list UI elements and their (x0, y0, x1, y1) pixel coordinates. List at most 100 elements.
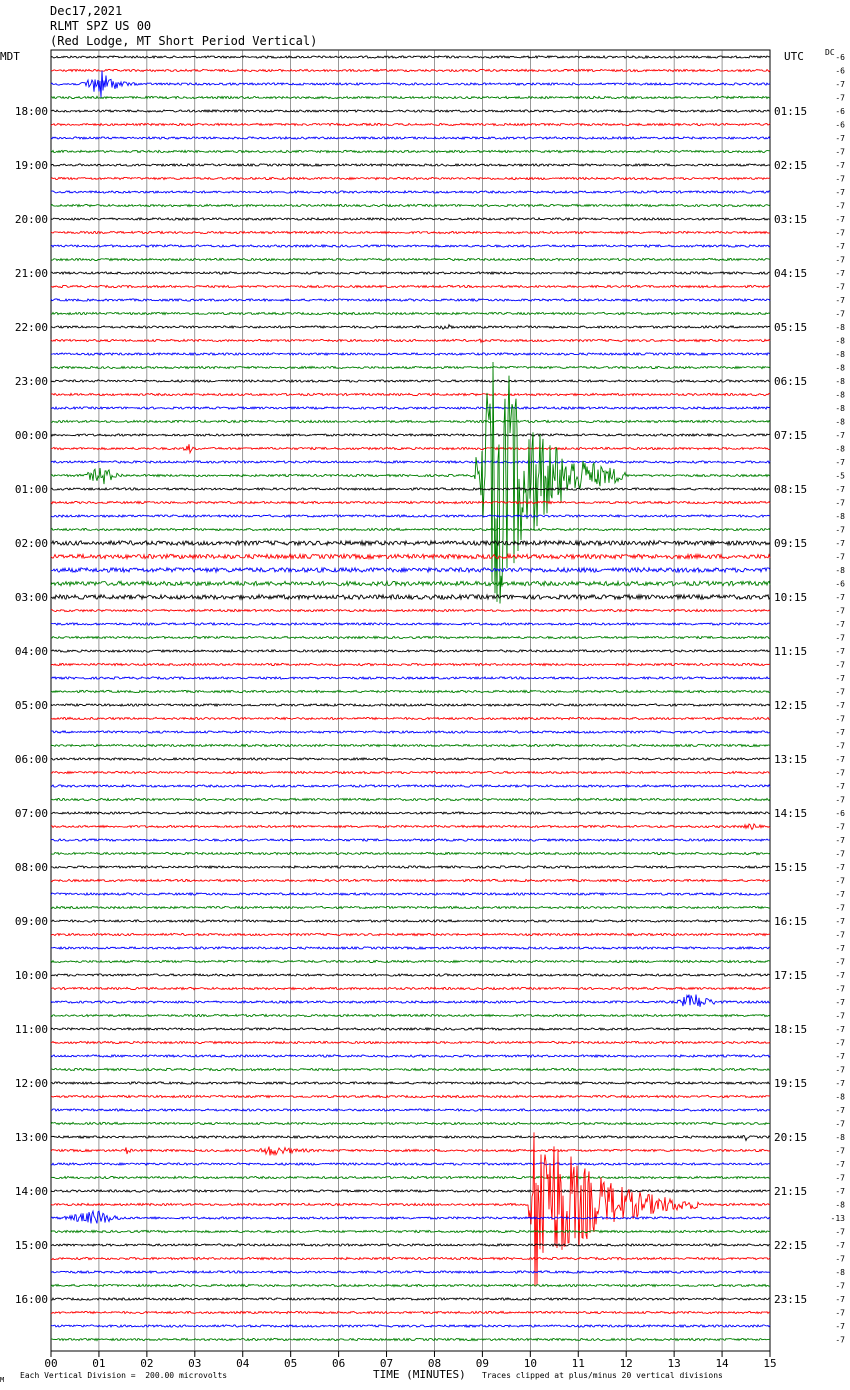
left-hour-label: 09:00 (15, 915, 48, 928)
trace-line (50, 918, 771, 923)
dc-offset-label: -7 (835, 971, 845, 980)
dc-offset-label: -7 (835, 1255, 845, 1264)
dc-offset-label: -7 (835, 728, 845, 737)
dc-offset-label: -8 (835, 364, 845, 373)
trace-line (50, 405, 771, 411)
dc-offset-label: -7 (835, 553, 845, 562)
trace-line (50, 905, 771, 910)
right-utc-label: 16:15 (774, 915, 807, 928)
trace-line (50, 539, 771, 547)
left-hour-label: 03:00 (15, 591, 48, 604)
dc-offset-label: -7 (835, 215, 845, 224)
dc-offset-label: -7 (835, 161, 845, 170)
dc-offset-label: -7 (835, 998, 845, 1007)
dc-offset-label: -7 (835, 283, 845, 292)
dc-offset-label: -7 (835, 877, 845, 886)
dc-offset-label: -7 (835, 944, 845, 953)
trace-line (50, 1229, 770, 1234)
dc-offset-label: -7 (835, 1174, 845, 1183)
trace-line (50, 959, 771, 964)
x-tick-label: 07 (380, 1357, 393, 1370)
trace-line (50, 837, 771, 842)
dc-offset-label: -7 (835, 1079, 845, 1088)
x-tick-label: 04 (236, 1357, 250, 1370)
trace-line (50, 1040, 771, 1045)
dc-offset-label: -7 (835, 607, 845, 616)
dc-offset-label: -8 (835, 337, 845, 346)
trace-line (50, 1121, 771, 1126)
trace-line (50, 1026, 771, 1032)
dc-offset-label: -7 (835, 620, 845, 629)
left-hour-label: 07:00 (15, 807, 48, 820)
dc-offset-label: -7 (835, 823, 845, 832)
dc-offset-label: -7 (835, 269, 845, 278)
trace-line (50, 1108, 771, 1112)
trace-line (50, 352, 771, 357)
right-utc-label: 14:15 (774, 807, 807, 820)
trace-line (50, 1134, 771, 1142)
dc-offset-label: -7 (835, 1228, 845, 1237)
dc-offset-label: -7 (835, 188, 845, 197)
dc-offset-label: -7 (835, 985, 845, 994)
trace-line (50, 444, 771, 455)
trace-line (50, 1080, 771, 1086)
trace-line (50, 1324, 771, 1328)
trace-line (50, 54, 771, 59)
right-utc-label: 05:15 (774, 321, 807, 334)
dc-offset-label: -7 (835, 755, 845, 764)
dc-offset-label: -7 (835, 485, 845, 494)
dc-offset-label: -7 (835, 175, 845, 184)
right-utc-label: 13:15 (774, 753, 807, 766)
dc-offset-label: -7 (835, 1295, 845, 1304)
trace-line (50, 729, 771, 734)
left-hour-label: 11:00 (15, 1023, 48, 1036)
dc-offset-label: -7 (835, 296, 845, 305)
trace-line (50, 986, 771, 991)
dc-offset-label: -6 (835, 809, 845, 818)
dc-offset-label: -7 (835, 769, 845, 778)
dc-offset-label: -8 (835, 1268, 845, 1277)
dc-offset-label: -7 (835, 890, 845, 899)
right-utc-label: 06:15 (774, 375, 807, 388)
x-tick-label: 14 (715, 1357, 729, 1370)
trace-line (50, 243, 771, 249)
x-tick-label: 01 (92, 1357, 105, 1370)
trace-line (50, 527, 771, 532)
dc-offset-label: -5 (835, 472, 845, 481)
dc-offset-label: -7 (835, 917, 845, 926)
dc-offset-label: -6 (835, 580, 845, 589)
right-utc-label: 20:15 (774, 1131, 807, 1144)
dc-offset-label: -8 (835, 512, 845, 521)
dc-offset-label: -7 (835, 715, 845, 724)
trace-line (50, 878, 771, 883)
trace-line (51, 621, 771, 627)
trace-line (50, 635, 771, 640)
dc-offset-label: -7 (835, 242, 845, 251)
left-timezone-label: MDT (0, 50, 20, 63)
trace-line (50, 864, 771, 870)
dc-offset-label: -7 (835, 1282, 845, 1291)
header-location: (Red Lodge, MT Short Period Vertical) (50, 34, 318, 48)
trace-line (50, 994, 771, 1007)
left-hour-label: 06:00 (15, 753, 48, 766)
left-hour-label: 10:00 (15, 969, 48, 982)
dc-offset-label: -8 (835, 445, 845, 454)
right-utc-label: 17:15 (774, 969, 807, 982)
trace-line (50, 68, 771, 73)
dc-offset-label: -7 (835, 1052, 845, 1061)
trace-line (50, 149, 771, 154)
dc-offset-label: -7 (835, 796, 845, 805)
dc-offset-label: -7 (835, 499, 845, 508)
trace-line (50, 757, 771, 762)
right-utc-label: 12:15 (774, 699, 807, 712)
right-utc-label: 07:15 (774, 429, 807, 442)
right-utc-label: 02:15 (774, 159, 807, 172)
right-utc-label: 08:15 (774, 483, 807, 496)
trace-line (50, 135, 771, 141)
right-utc-label: 11:15 (774, 645, 807, 658)
dc-offset-label: -8 (835, 566, 845, 575)
x-tick-label: 09 (476, 1357, 489, 1370)
dc-offset-label: -7 (835, 431, 845, 440)
right-utc-label: 03:15 (774, 213, 807, 226)
right-utc-label: 23:15 (774, 1293, 807, 1306)
